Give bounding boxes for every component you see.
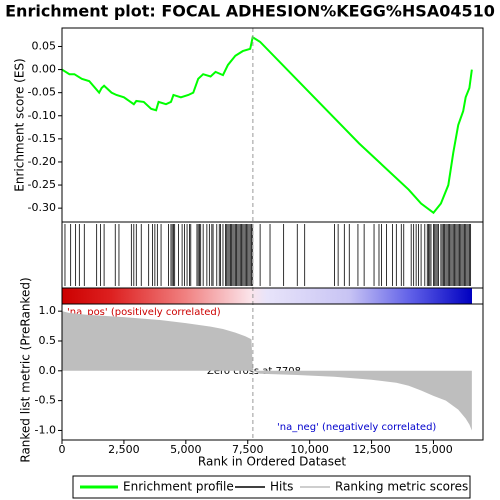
- y-tick-label: 0.0: [39, 364, 57, 377]
- frame: [61, 27, 484, 441]
- y-axis-label: Enrichment score (ES): [13, 58, 27, 191]
- x-tick-label: 2,500: [108, 443, 140, 456]
- legend-label: Hits: [270, 480, 293, 494]
- y-tick-label: 0.05: [32, 39, 57, 52]
- y-tick-label: -0.20: [28, 155, 56, 168]
- annotation: 'na_neg' (negatively correlated): [277, 422, 436, 433]
- y-tick-label: -0.15: [28, 132, 56, 145]
- x-tick-label: 12,500: [352, 443, 391, 456]
- x-tick-label: 0: [59, 443, 66, 456]
- legend-label: Enrichment profile: [123, 480, 234, 494]
- y-tick-label: -0.10: [28, 109, 56, 122]
- y-tick-label: 0.5: [39, 334, 57, 347]
- y-tick-label: 0.00: [32, 63, 57, 76]
- y-tick-label: 1.0: [39, 304, 57, 317]
- annotation: 'na_pos' (positively correlated): [67, 307, 221, 318]
- color-bar: [62, 288, 472, 304]
- legend: [72, 475, 471, 499]
- y-axis-label: Ranked list metric (PreRanked): [19, 277, 33, 462]
- y-tick-label: -0.5: [35, 394, 56, 407]
- y-tick-label: -0.25: [28, 178, 56, 191]
- x-tick-label: 7,500: [232, 443, 264, 456]
- y-tick-label: -0.05: [28, 86, 56, 99]
- chart-title: Enrichment plot: FOCAL ADHESION%KEGG%HSA…: [5, 2, 495, 21]
- x-tick-label: 5,000: [170, 443, 202, 456]
- es-line: [61, 35, 473, 215]
- x-axis-label: Rank in Ordered Dataset: [198, 455, 346, 469]
- legend-label: Ranking metric scores: [335, 480, 468, 494]
- metric-area: [62, 311, 472, 431]
- annotation: Zero cross at 7708: [207, 366, 301, 377]
- y-tick-label: -0.30: [28, 201, 56, 214]
- y-tick-label: -1.0: [35, 423, 56, 436]
- x-tick-label: 10,000: [290, 443, 329, 456]
- x-tick-label: 15,000: [414, 443, 453, 456]
